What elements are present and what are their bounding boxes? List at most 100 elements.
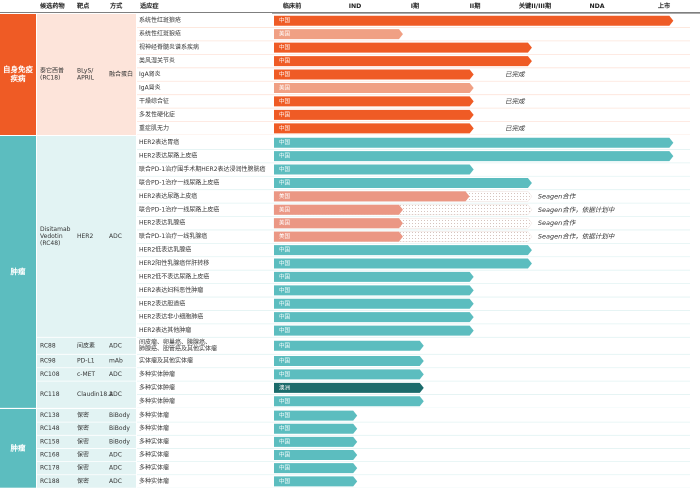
target: 保密 bbox=[77, 464, 89, 472]
progress-bar bbox=[274, 218, 403, 229]
indication: 联合PD-1治疗一线尿路上皮癌 bbox=[139, 178, 219, 186]
target: HER2 bbox=[77, 233, 93, 240]
section-label-cell bbox=[0, 14, 36, 136]
note: Seagen合作 bbox=[538, 219, 577, 227]
indication: IgA肾炎 bbox=[139, 83, 161, 91]
modality: ADC bbox=[109, 391, 122, 398]
region: 中国 bbox=[279, 152, 291, 160]
indication: 干燥综合征 bbox=[139, 97, 169, 105]
modality: ADC bbox=[109, 452, 122, 459]
drug-name: Vedotin bbox=[40, 233, 63, 240]
target: 间皮素 bbox=[77, 341, 95, 349]
progress-bar bbox=[274, 298, 474, 309]
indication: 联合PD-1治疗一线尿路上皮癌 bbox=[139, 205, 219, 213]
section-label: 自身免疫 bbox=[3, 64, 33, 74]
indication: HER2表达乳腺癌 bbox=[139, 219, 185, 227]
target: 保密 bbox=[77, 437, 89, 445]
progress-bar bbox=[274, 109, 474, 120]
progress-bar bbox=[274, 325, 474, 336]
region: 中国 bbox=[279, 424, 291, 432]
progress-bar bbox=[274, 123, 474, 134]
progress-bar bbox=[274, 271, 474, 282]
progress-bar bbox=[274, 436, 358, 447]
target: c-MET bbox=[77, 371, 95, 378]
region: 中国 bbox=[279, 437, 291, 445]
region: 美国 bbox=[279, 192, 291, 200]
indication: 多种实体瘤 bbox=[139, 477, 169, 485]
indication: 多种实体肿瘤 bbox=[139, 397, 175, 405]
region: 中国 bbox=[279, 97, 291, 105]
stage-header: IND bbox=[349, 3, 362, 10]
note: 已完成 bbox=[505, 71, 526, 79]
indication: HER2低不表达尿路上皮癌 bbox=[139, 272, 209, 280]
drug-name: RC98 bbox=[40, 358, 56, 365]
region: 中国 bbox=[279, 341, 291, 349]
drug-name: RC168 bbox=[40, 452, 60, 459]
region: 中国 bbox=[279, 178, 291, 186]
target: 保密 bbox=[77, 451, 89, 459]
progress-bar bbox=[274, 463, 358, 474]
progress-bar bbox=[274, 312, 474, 323]
drug-name: RC138 bbox=[40, 412, 60, 419]
indication: 多发性硬化症 bbox=[139, 110, 175, 118]
stage-header: 临床前 bbox=[283, 2, 302, 10]
region: 美国 bbox=[279, 219, 291, 227]
section-label: 肿瘤 bbox=[10, 442, 26, 452]
drug-name: 泰它西普 bbox=[40, 67, 64, 75]
progress-bar bbox=[274, 423, 358, 434]
stage-header: 关键II/III期 bbox=[519, 2, 551, 10]
progress-bar bbox=[274, 42, 532, 53]
modality: ADC bbox=[109, 465, 122, 472]
modality: ADC bbox=[109, 342, 122, 349]
region: 中国 bbox=[279, 464, 291, 472]
indication: IgA肾炎 bbox=[139, 70, 161, 78]
indication: 多种实体瘤 bbox=[139, 464, 169, 472]
region: 中国 bbox=[279, 138, 291, 146]
region: 中国 bbox=[279, 43, 291, 51]
region: 中国 bbox=[279, 16, 291, 24]
indication: 多种实体肿瘤 bbox=[139, 383, 175, 391]
progress-bar bbox=[274, 396, 424, 407]
drug-name: RC88 bbox=[40, 342, 56, 349]
progress-bar bbox=[274, 450, 358, 461]
indication: HER2阳性乳腺癌伴肝转移 bbox=[139, 259, 209, 267]
indication: 类风湿关节炎 bbox=[139, 57, 175, 65]
indication: 实体瘤及其他实体瘤 bbox=[139, 357, 193, 365]
section-label-cell bbox=[0, 136, 36, 408]
drug-name: RC118 bbox=[40, 391, 60, 398]
progress-bar bbox=[274, 245, 532, 256]
drug-cells bbox=[37, 14, 136, 136]
indication: 系统性红斑狼疮 bbox=[139, 16, 181, 24]
progress-bar bbox=[274, 56, 532, 67]
section-label: 疾病 bbox=[11, 73, 26, 83]
indication: 间皮瘤、卵巢癌、胰腺癌、 bbox=[139, 338, 211, 346]
region: 中国 bbox=[279, 57, 291, 65]
target: Claudin18.2 bbox=[77, 391, 113, 398]
stage-header: II期 bbox=[470, 2, 481, 10]
progress-bar bbox=[274, 164, 474, 175]
region: 中国 bbox=[279, 326, 291, 334]
indication: 多种实体肿瘤 bbox=[139, 370, 175, 378]
region: 中国 bbox=[279, 357, 291, 365]
modality: BiBody bbox=[109, 412, 130, 419]
region: 中国 bbox=[279, 259, 291, 267]
stage-header: 上市 bbox=[658, 2, 671, 10]
drug-name: RC178 bbox=[40, 465, 60, 472]
progress-bar bbox=[274, 29, 403, 40]
region: 中国 bbox=[279, 272, 291, 280]
modality: ADC bbox=[109, 478, 122, 485]
region: 中国 bbox=[279, 397, 291, 405]
indication: HER2表达胆道癌 bbox=[139, 299, 185, 307]
target: BLyS/ bbox=[77, 68, 94, 75]
region: 中国 bbox=[279, 165, 291, 173]
section-label: 肿瘤 bbox=[10, 266, 26, 276]
region: 中国 bbox=[279, 411, 291, 419]
drug-name: (RC18) bbox=[40, 75, 60, 82]
indication: HER2表达尿路上皮癌 bbox=[139, 152, 197, 160]
modality: mAb bbox=[109, 358, 123, 365]
progress-bar bbox=[274, 191, 470, 202]
drug-cells bbox=[37, 136, 136, 408]
indication: 多种实体瘤 bbox=[139, 437, 169, 445]
progress-bar bbox=[274, 382, 424, 393]
progress-bar bbox=[274, 151, 674, 162]
